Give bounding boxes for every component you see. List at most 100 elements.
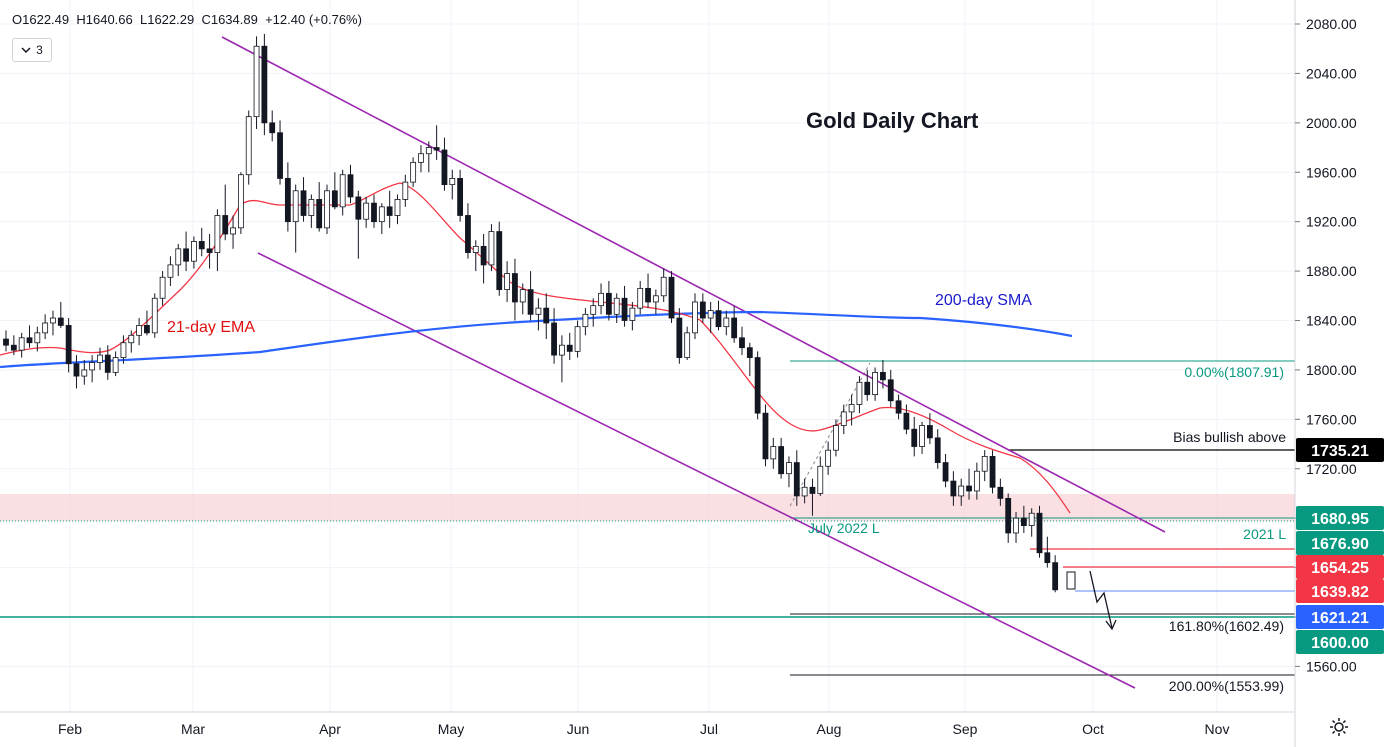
last-candle[interactable] (1066, 571, 1076, 590)
price-label-bg (1296, 579, 1384, 603)
candle-up (723, 317, 730, 328)
candle-up (363, 202, 370, 220)
candle-down (668, 276, 675, 319)
gear-icon[interactable] (1328, 716, 1350, 738)
x-tick-label: Sep (953, 721, 978, 737)
candle-up (1013, 517, 1019, 534)
y-tick-label: 1800.00 (1306, 362, 1357, 378)
candle-up (840, 411, 847, 426)
candle-down (104, 354, 111, 373)
candle-down (3, 338, 9, 346)
y-tick-label: 1840.00 (1306, 313, 1357, 329)
y-tick-label: 1560.00 (1306, 658, 1357, 674)
candle-up (112, 357, 119, 373)
candle-down (496, 231, 503, 291)
candle-down (1052, 562, 1059, 591)
candle-up (472, 245, 479, 253)
candle-up (582, 313, 589, 328)
candle-up (488, 231, 495, 266)
x-tick-label: Jul (700, 721, 718, 737)
price-labels: 1735.21 1680.95 1676.90 1654.25 1639.82 1621.… (1296, 438, 1384, 654)
candle-down (551, 322, 557, 356)
y-tick-label: 2040.00 (1306, 65, 1357, 81)
candle-up (817, 465, 824, 494)
channel-lower-line (257, 252, 1136, 689)
candle-down (989, 455, 996, 488)
candle-up (958, 485, 965, 497)
candle-up (872, 371, 878, 396)
candle-up (253, 45, 260, 118)
candle-up (848, 404, 855, 413)
change-percent: (+0.76%) (308, 12, 362, 27)
candle-up (214, 215, 221, 253)
candle-down (183, 248, 189, 262)
candle-down (284, 178, 291, 223)
candle-down (386, 206, 393, 216)
candle-up (378, 206, 385, 223)
price-label-bg (1296, 605, 1384, 629)
candle-down (512, 273, 518, 303)
support-zone (0, 494, 1295, 521)
indicator-toggle-button[interactable]: 3 (12, 38, 52, 62)
candle-up (324, 190, 330, 229)
candle-down (331, 190, 338, 208)
candle-up (449, 178, 456, 186)
candle-down (1044, 552, 1051, 564)
candle-down (934, 437, 941, 463)
x-tick-label: May (438, 721, 464, 737)
x-tick-label: Oct (1082, 721, 1104, 737)
price-label-bg (1296, 506, 1384, 530)
candle-up (559, 344, 565, 356)
fib-200-label: 200.00%(1553.99) (1169, 678, 1284, 694)
candle-up (50, 317, 56, 324)
candle-down (371, 202, 377, 223)
fib-161-label: 161.80%(1602.49) (1169, 618, 1284, 634)
candle-down (457, 178, 464, 216)
candle-up (973, 470, 980, 492)
candle-down (762, 412, 769, 460)
candle-down (1036, 512, 1043, 554)
candle-down (543, 307, 550, 324)
candle-up (159, 276, 166, 299)
candle-down (903, 412, 910, 430)
candle-down (277, 132, 283, 179)
time-scale[interactable] (0, 712, 1295, 747)
candle-up (167, 264, 174, 278)
low-2021-label: 2021 L (1243, 526, 1286, 542)
candle-up (128, 334, 135, 344)
x-tick-label: Aug (817, 721, 842, 737)
price-label-text: 1680.95 (1311, 511, 1369, 528)
high-value: 1640.66 (85, 12, 133, 27)
ema-21-line (0, 182, 1071, 514)
candle-up (637, 287, 644, 309)
price-scale[interactable] (1295, 0, 1386, 712)
price-label-bg (1296, 630, 1384, 654)
chart-title: Gold Daily Chart (806, 108, 979, 133)
candle-up (97, 354, 103, 363)
candle-up (629, 307, 636, 321)
candle-down (465, 215, 471, 253)
candle-up (590, 305, 597, 315)
candle-down (966, 485, 972, 492)
candle-up (425, 147, 432, 155)
candle-up (684, 332, 691, 358)
candle-down (715, 310, 722, 328)
candle-down (699, 301, 706, 319)
candle-up (151, 297, 158, 334)
candle-down (911, 428, 918, 447)
y-tick-label: 1880.00 (1306, 263, 1357, 279)
candle-down (10, 344, 17, 351)
x-tick-label: Nov (1205, 721, 1230, 737)
candle-up (660, 276, 667, 297)
candle-up (191, 241, 197, 262)
candle-down (206, 248, 213, 253)
price-label-text: 1654.25 (1311, 560, 1369, 577)
candle-up (1028, 512, 1035, 526)
candle-up (245, 116, 252, 176)
price-label-text: 1676.90 (1311, 536, 1369, 553)
ohlc-legend: O1622.49 H1640.66 L1622.29 C1634.89 +12.… (12, 12, 362, 27)
candle-down (887, 379, 894, 402)
candle-up (34, 332, 41, 344)
candle-up (692, 301, 698, 334)
